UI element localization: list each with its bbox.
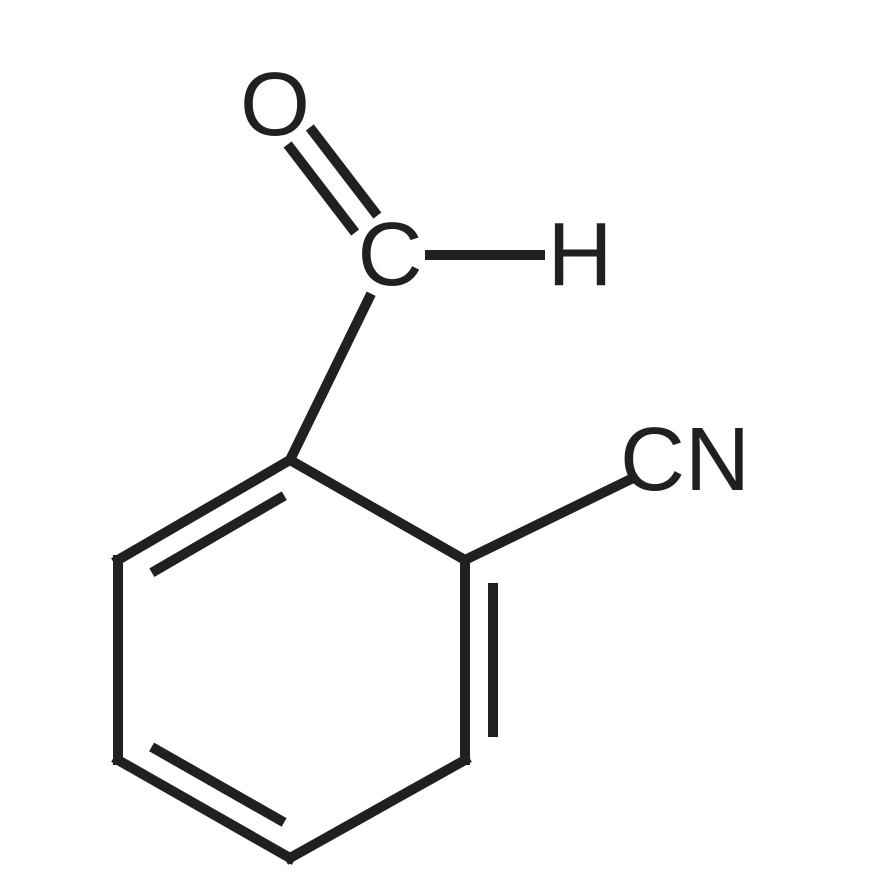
atom-label-o: O — [240, 55, 310, 155]
atom-label-cn: CN — [620, 410, 750, 510]
atom-label-h: H — [548, 205, 613, 305]
atom-label-c: C — [358, 205, 423, 305]
chemical-structure-diagram: OC H CN — [0, 0, 890, 890]
